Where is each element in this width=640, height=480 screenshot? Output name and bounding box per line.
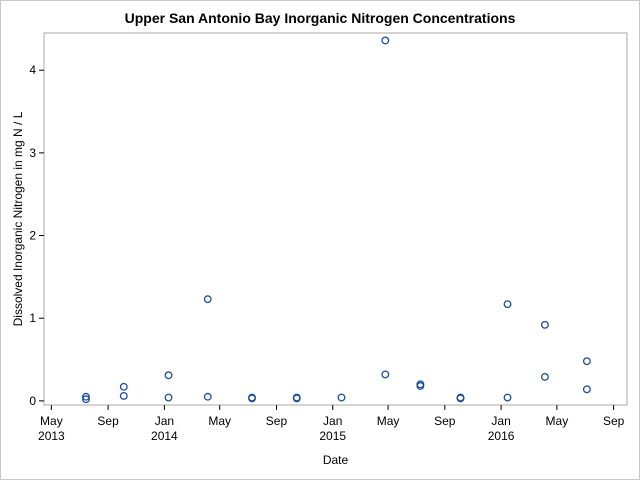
x-tick-label: Sep [434, 414, 456, 428]
data-point [82, 392, 90, 401]
y-tick-label: 2 [29, 229, 36, 243]
data-point [248, 394, 256, 403]
data-point [582, 357, 591, 366]
x-tick-year-label: 2014 [151, 429, 178, 443]
x-tick-year-label: 2013 [38, 429, 65, 443]
data-point [582, 385, 591, 394]
x-tick-label: Jan [155, 414, 174, 428]
y-tick-label: 0 [29, 394, 36, 408]
x-tick-label: Sep [97, 414, 119, 428]
x-tick-year-label: 2015 [319, 429, 346, 443]
y-axis: 0 1 2 3 4 [29, 63, 44, 408]
x-tick-label: May [377, 414, 400, 428]
x-tick-label: Jan [491, 414, 510, 428]
data-point [456, 394, 465, 403]
data-point [337, 393, 346, 402]
x-tick-label: Sep [266, 414, 288, 428]
x-tick-label: May [546, 414, 569, 428]
chart-title: Upper San Antonio Bay Inorganic Nitrogen… [124, 10, 516, 26]
data-points [82, 36, 591, 404]
data-point [203, 392, 212, 401]
x-tick-label: May [40, 414, 63, 428]
data-point [540, 320, 549, 329]
data-point [292, 394, 301, 403]
data-point [119, 382, 128, 391]
y-tick-label: 4 [29, 63, 36, 77]
y-tick-label: 1 [29, 311, 36, 325]
y-axis-title: Dissolved Inorganic Nitrogen in mg N / L [11, 111, 25, 326]
data-point [164, 371, 173, 380]
x-tick-label: May [208, 414, 231, 428]
data-point [540, 372, 549, 381]
data-point [503, 393, 512, 402]
y-tick-label: 3 [29, 146, 36, 160]
x-tick-year-label: 2016 [488, 429, 515, 443]
x-axis-title: Date [323, 453, 349, 467]
data-point [381, 370, 390, 379]
data-point [119, 391, 128, 400]
data-point [164, 393, 173, 402]
data-point [203, 295, 212, 304]
data-point [503, 300, 512, 309]
data-point [82, 395, 90, 404]
plot-area [43, 32, 628, 406]
x-tick-label: Sep [603, 414, 625, 428]
data-point [416, 382, 425, 390]
x-tick-label: Jan [323, 414, 342, 428]
data-point [381, 36, 390, 45]
